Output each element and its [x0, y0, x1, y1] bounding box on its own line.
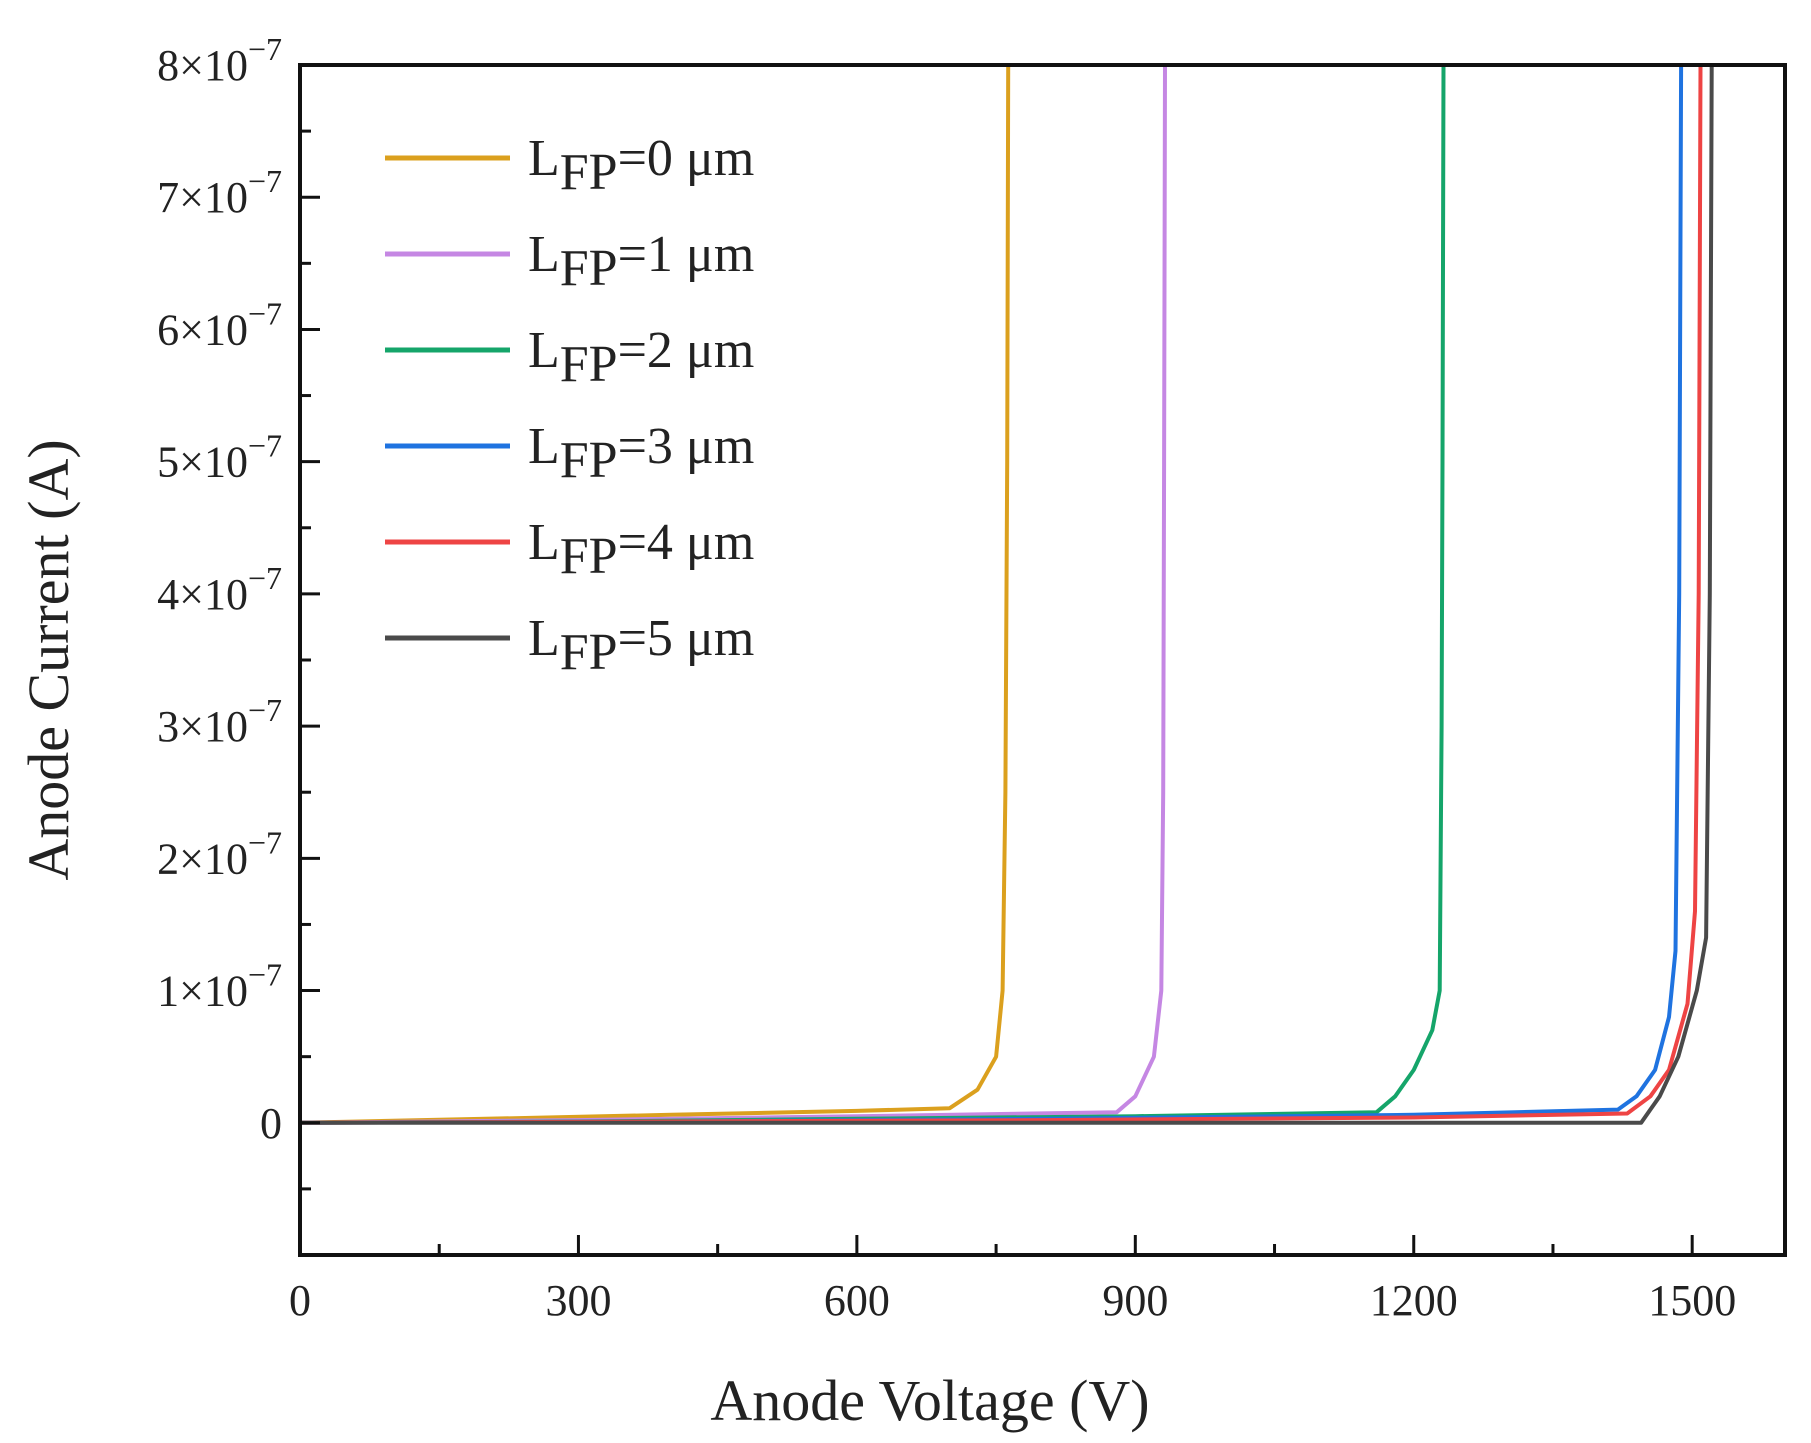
x-tick-label: 600 [824, 1276, 890, 1325]
ticks-layer [298, 63, 1694, 1255]
legend-label: LFP=4 μm [528, 514, 754, 585]
y-tick-label: 3×10−7 [157, 692, 282, 751]
x-tick-label: 300 [545, 1276, 611, 1325]
y-tick-label: 4×10−7 [157, 560, 282, 619]
y-tick-label: 7×10−7 [157, 163, 282, 222]
legend-label: LFP=0 μm [528, 130, 754, 201]
legend-label: LFP=5 μm [528, 610, 754, 681]
y-tick-label: 1×10−7 [157, 957, 282, 1016]
series-line [298, 63, 1167, 1125]
y-tick-label: 6×10−7 [157, 295, 282, 354]
series-line [298, 63, 1011, 1125]
x-tick-label: 1200 [1370, 1276, 1458, 1325]
series-line [298, 63, 1703, 1125]
labels-layer: 0 300 600 900 1200 1500 0 1×10−7 2×10−7 3×10−7 4×1… [157, 31, 1736, 1325]
legend-label: LFP=2 μm [528, 322, 754, 393]
legend-label: LFP=3 μm [528, 418, 754, 489]
x-tick-label: 1500 [1648, 1276, 1736, 1325]
series-line [298, 63, 1714, 1125]
x-tick-label: 900 [1102, 1276, 1168, 1325]
series-layer [298, 63, 1714, 1125]
y-tick-label: 8×10−7 [157, 31, 282, 90]
y-axis-title: Anode Current (A) [16, 439, 81, 880]
legend: LFP=0 μm LFP=1 μm LFP=2 μm LFP=3 μm LFP=4 μm… [385, 130, 754, 681]
y-tick-label: 2×10−7 [157, 824, 282, 883]
legend-label: LFP=1 μm [528, 226, 754, 297]
x-tick-label: 0 [289, 1276, 311, 1325]
y-tick-label: 0 [260, 1099, 282, 1148]
y-tick-label: 5×10−7 [157, 428, 282, 487]
x-axis-title: Anode Voltage (V) [710, 1368, 1149, 1433]
